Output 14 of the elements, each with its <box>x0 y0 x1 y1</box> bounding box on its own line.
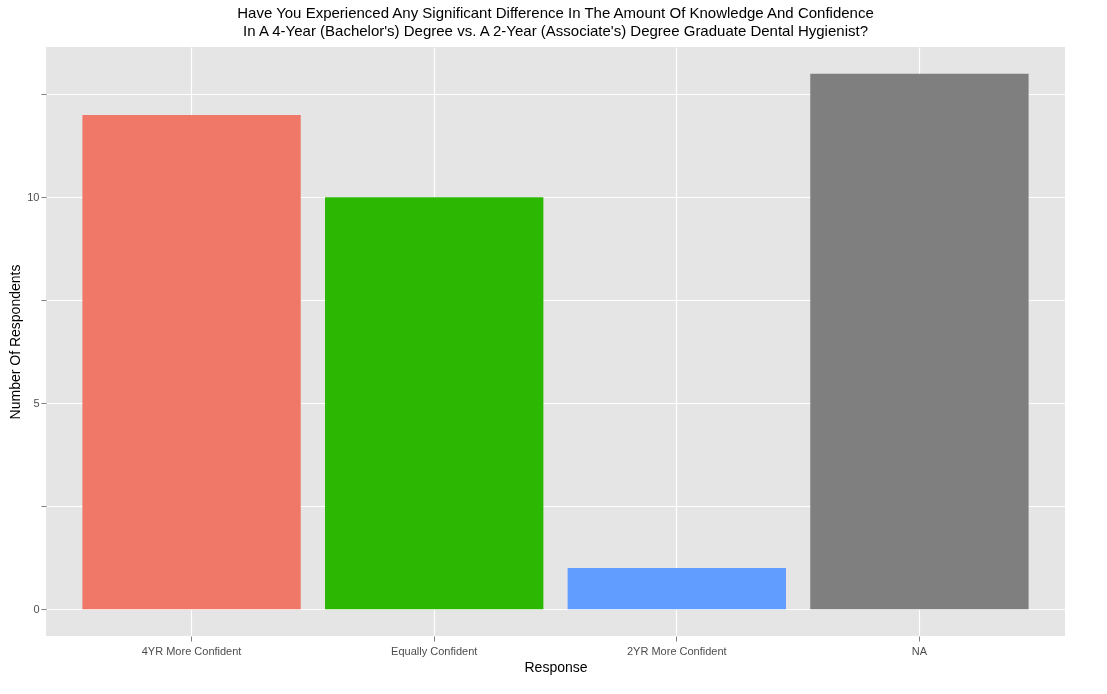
x-tick-label: 4YR More Confident <box>141 644 242 657</box>
x-tick-label: 2YR More Confident <box>626 644 727 657</box>
y-tick-label: 0 <box>33 602 40 615</box>
bar <box>567 568 786 610</box>
chart-title: Have You Experienced Any Significant Difference In The Amount Of Knowledge And Confidence In A 4-Year (Bachelor's) Degree vs. A 2-Year (Associate's) Degree Graduate Dental Hygienist? <box>237 4 874 39</box>
bar <box>325 197 544 610</box>
y-tick-label: 10 <box>27 190 40 203</box>
x-tick-label: Equally Confident <box>391 644 478 657</box>
y-tick-label: 5 <box>33 396 40 409</box>
y-axis-title: Number Of Respondents <box>7 264 24 420</box>
x-tick-label: NA <box>911 644 928 657</box>
bar <box>810 73 1029 610</box>
bar <box>82 114 301 610</box>
x-axis-title: Response <box>524 658 588 675</box>
